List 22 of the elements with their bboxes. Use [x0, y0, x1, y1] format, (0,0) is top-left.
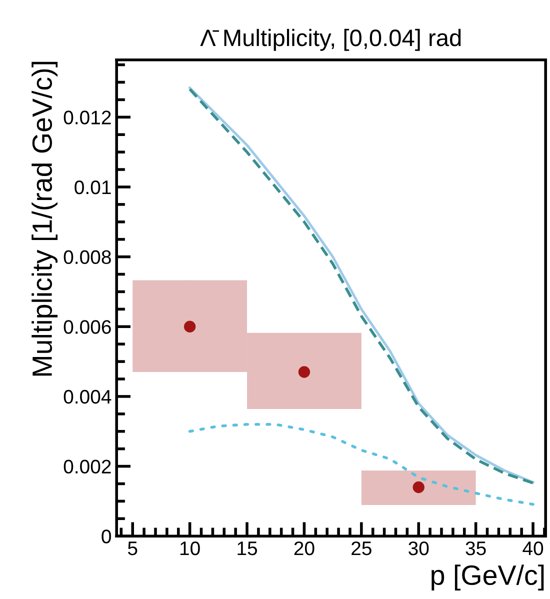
- x-tick-label: 10: [180, 541, 200, 556]
- y-tick-label: 0.004: [64, 390, 112, 404]
- y-tick-label: 0: [102, 530, 111, 544]
- x-tick-label: 35: [466, 541, 486, 556]
- x-axis-title: p [GeV/c]: [432, 564, 544, 591]
- x-tick-label: 15: [238, 542, 258, 556]
- y-tick-label: 0.008: [64, 250, 111, 264]
- y-tick-label: 0.01: [74, 180, 111, 194]
- x-tick-label: 20: [294, 541, 314, 556]
- y-tick-label: 0.002: [64, 460, 111, 474]
- point: [184, 320, 196, 332]
- x-tick-label: 40: [522, 541, 544, 556]
- line-series: [188, 422, 534, 506]
- chart-title: Λ̄ Multiplicity, [0,0.04] rad: [200, 28, 461, 51]
- y-tick-label: 0.012: [64, 110, 111, 124]
- point: [298, 366, 310, 378]
- x-tick-label: 25: [352, 541, 372, 556]
- point: [412, 481, 424, 494]
- y-tick-label: 0.006: [64, 320, 111, 334]
- x-tick-label: 30: [408, 541, 429, 556]
- y-axis-title: Multiplicity [1/(rad GeV/c)]: [32, 62, 58, 376]
- x-tick-label: 5: [128, 542, 138, 556]
